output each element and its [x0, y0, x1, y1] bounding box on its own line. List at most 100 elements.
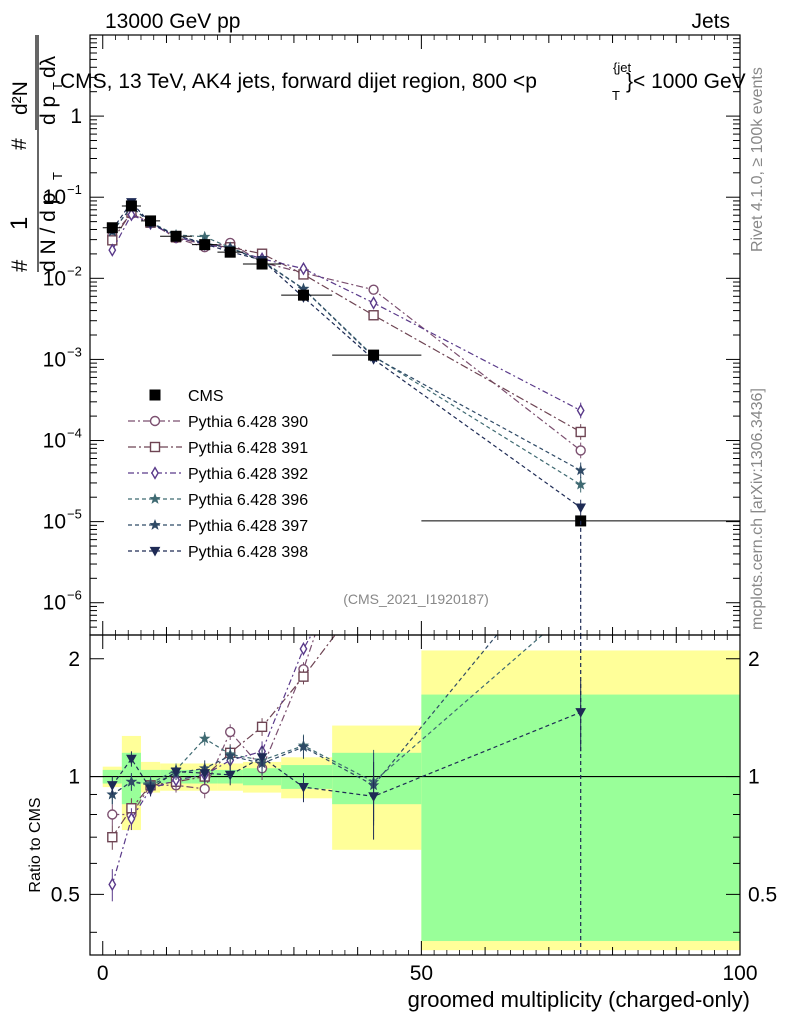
ratio-point: [106, 781, 118, 791]
series-point: [127, 207, 136, 222]
y-tick-label: 10: [43, 186, 66, 209]
y-tick-label: 10: [43, 267, 66, 290]
series-point: [576, 403, 585, 418]
y-tick-exponent: −5: [67, 507, 82, 522]
ratio-y-tick-label-right: 2: [748, 648, 760, 671]
y-tick-label: 10: [43, 430, 66, 453]
ratio-point: [224, 770, 236, 781]
y-label-one: 1: [6, 217, 33, 230]
ratio-point: [369, 457, 378, 466]
plot-title-super: {jet: [613, 60, 631, 75]
ratio-frame: [89, 634, 741, 956]
legend-series-label: Pythia 6.428 398: [188, 544, 308, 561]
ratio-point: [108, 877, 117, 892]
ratio-y-tick-label: 2: [68, 648, 80, 671]
ratio-point: [369, 580, 378, 589]
legend-series-label: Pythia 6.428 397: [188, 518, 308, 535]
y-tick-exponent: −3: [67, 344, 82, 359]
data-point: [368, 349, 380, 361]
y-tick-label: 1: [70, 105, 82, 128]
ratio-point: [107, 809, 118, 820]
data-point: [199, 239, 211, 251]
y-tick-exponent: −6: [67, 588, 82, 603]
ratio-point: [127, 812, 136, 826]
y-label-numerator: d²N: [9, 81, 32, 115]
legend-series-marker: [151, 466, 159, 480]
ratio-series-line: [111, 635, 498, 795]
ratio-point: [126, 754, 137, 765]
ratio-point: [224, 726, 236, 738]
ratio-point: [368, 792, 379, 802]
y-tick-exponent: −1: [67, 182, 82, 197]
x-tick-label: 50: [410, 962, 433, 985]
ratio-point: [170, 767, 182, 778]
ratio-plot-area: [90, 238, 740, 955]
y-tick-label: 10: [43, 592, 66, 615]
series-point: [574, 478, 587, 490]
y-label-numerator-2: d p: [37, 96, 60, 125]
ratio-point: [298, 782, 309, 793]
ratio-point: [370, 519, 376, 530]
ratio-y-tick-label: 1: [68, 766, 80, 789]
data-point: [145, 215, 157, 227]
x-axis-label: groomed multiplicity (charged-only): [408, 987, 750, 1012]
ratio-point: [256, 753, 268, 763]
y-label-hash-1: #: [7, 259, 32, 272]
legend-series-marker: [149, 415, 161, 427]
plot-title-sub: T: [612, 88, 620, 103]
series-line: [111, 211, 581, 433]
legend-series-label: Pythia 6.428 396: [188, 492, 308, 509]
y-axis-label-ratio: Ratio to CMS: [27, 797, 44, 892]
ratio-series-line: [111, 635, 312, 885]
series-point: [299, 261, 308, 276]
ratio-series-line: [111, 711, 581, 797]
ratio-point: [107, 831, 118, 843]
plot-title: CMS, 13 TeV, AK4 jets, forward dijet reg…: [60, 60, 746, 103]
ratio-point: [145, 784, 156, 795]
ratio-y-tick-label-right: 0.5: [748, 883, 777, 906]
ratio-y-tick-label-right: 1: [748, 766, 760, 789]
y-tick-exponent: −4: [67, 426, 82, 441]
x-tick-label: 0: [97, 962, 109, 985]
ratio-point: [578, 238, 584, 249]
legend-series-marker: [149, 518, 161, 530]
series-point: [368, 284, 379, 295]
series-line: [111, 213, 581, 412]
y-label-numerator-sub: T: [50, 82, 65, 90]
data-point: [224, 246, 236, 258]
ratio-point: [199, 769, 211, 779]
legend-data-label: CMS: [188, 388, 224, 405]
legend-series-label: Pythia 6.428 390: [188, 414, 308, 431]
ratio-point: [256, 721, 268, 733]
ratio-series-line: [111, 635, 544, 795]
legend-series-label: Pythia 6.428 391: [188, 440, 308, 457]
plot-title-main: CMS, 13 TeV, AK4 jets, forward dijet reg…: [60, 70, 537, 93]
ratio-point: [298, 671, 309, 682]
ratio-point: [299, 642, 308, 656]
ratio-point: [224, 749, 236, 761]
series-point: [575, 503, 587, 514]
y-label-denominator-sub: T: [50, 172, 65, 180]
data-point: [106, 222, 118, 234]
series-line: [111, 201, 582, 509]
data-point: [256, 258, 268, 270]
data-point: [170, 230, 182, 242]
series-point: [368, 310, 379, 321]
legend-data-marker: [149, 389, 161, 401]
ratio-y-tick-label: 0.5: [51, 883, 80, 906]
y-axis-label-main: # 1 d N / d p T # d²N d p T dλ: [6, 35, 65, 272]
ratio-point: [125, 775, 138, 787]
series-point: [575, 426, 586, 438]
series-line: [111, 213, 582, 451]
ratio-series-line: [112, 635, 316, 816]
rivet-label: Rivet 4.1.0, ≥ 100k events: [749, 67, 766, 252]
ratio-point: [198, 732, 211, 744]
y-label-numerator-3: dλ: [37, 55, 60, 78]
ratio-series-line: [111, 635, 336, 838]
legend-series-marker: [149, 546, 161, 557]
y-label-denominator: d N / d p: [37, 193, 60, 272]
mcplots-label: mcplots.cern.ch [arXiv:1306.3436]: [749, 388, 766, 630]
plot-title-tail: }< 1000 GeV: [626, 70, 746, 93]
